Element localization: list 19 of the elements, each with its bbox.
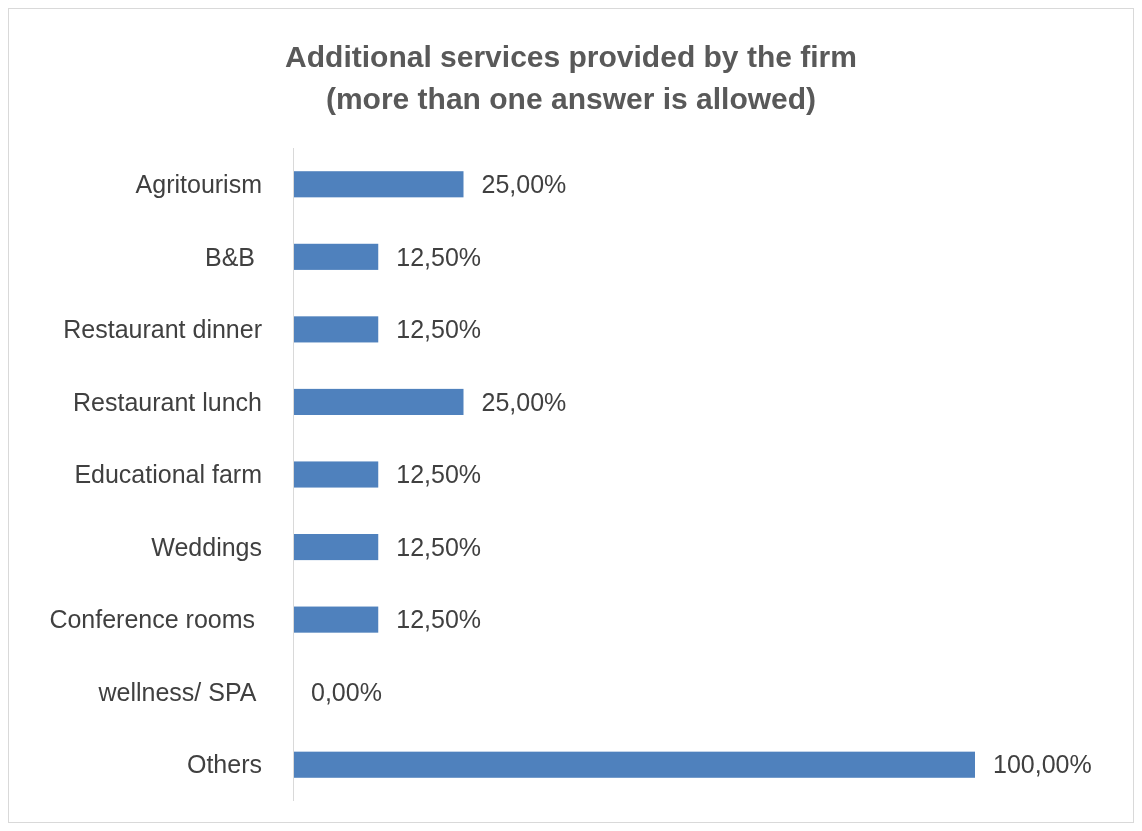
y-tick-label: B&B <box>205 242 262 271</box>
y-tick-label: Conference rooms <box>49 605 262 634</box>
data-label: 25,00% <box>481 387 567 416</box>
chart-title: Additional services provided by the firm (more than one answer is allowed) <box>285 39 857 115</box>
data-label: 25,00% <box>481 170 567 199</box>
data-label: 100,00% <box>993 750 1092 779</box>
y-tick-label: Others <box>186 750 262 779</box>
y-tick-label: Weddings <box>151 532 262 561</box>
data-label: 0,00% <box>311 677 382 706</box>
y-tick-label: Educational farm <box>74 460 262 489</box>
data-label: 12,50% <box>396 460 482 489</box>
y-tick-label: Restaurant lunch <box>72 387 262 416</box>
y-tick-label: Agritourism <box>135 170 262 199</box>
y-tick-label: Restaurant dinner <box>63 315 262 344</box>
data-label: 12,50% <box>396 242 482 271</box>
y-tick-label: wellness/ SPA <box>97 677 262 706</box>
data-label: 12,50% <box>396 532 482 561</box>
data-label: 12,50% <box>396 605 482 634</box>
data-label: 12,50% <box>396 315 482 344</box>
